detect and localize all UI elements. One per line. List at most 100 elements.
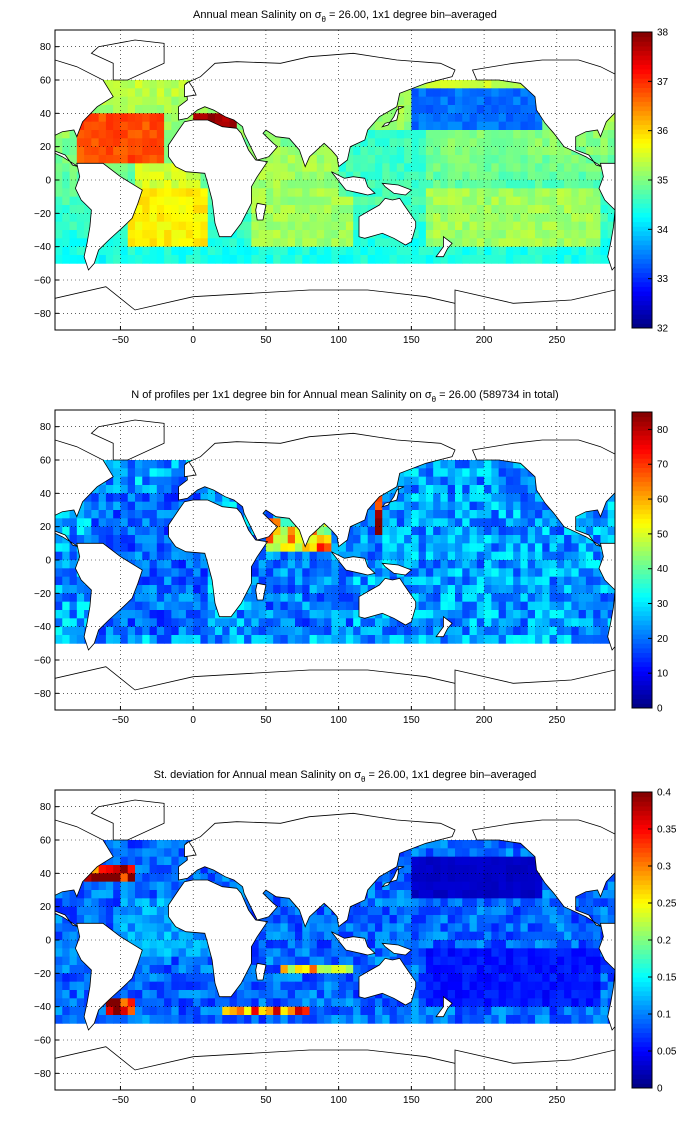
data-cell [309,163,318,173]
data-cell [164,80,172,89]
data-cell [542,618,550,628]
data-cell [309,560,318,569]
data-cell [498,956,507,966]
data-cell [309,171,318,181]
data-cell [527,130,536,139]
data-cell [55,510,63,519]
data-cell [135,856,143,866]
data-cell [62,510,70,519]
data-cell [280,230,289,239]
data-cell [215,255,223,264]
data-cell [135,163,143,173]
data-cell [302,560,310,569]
data-cell [164,163,172,173]
data-cell [440,180,449,189]
data-cell [127,163,136,173]
data-cell [484,906,492,916]
data-cell [76,213,85,223]
data-cell [425,601,434,611]
data-cell [520,501,529,511]
data-cell [411,146,420,156]
data-cell [440,501,449,511]
data-cell [425,96,434,106]
data-cell [440,188,449,198]
data-cell [135,501,143,511]
data-cell [215,635,223,644]
data-cell [309,196,318,206]
data-cell [505,956,514,966]
data-cell [455,510,463,519]
data-cell [295,560,303,569]
data-cell [258,568,267,578]
data-cell [433,948,441,958]
data-cell [607,526,615,536]
data-cell [295,543,303,553]
colorbar-segment [632,490,652,496]
data-cell [375,121,383,131]
data-cell [273,560,281,569]
data-cell [542,230,550,239]
data-cell [382,568,390,578]
data-cell [404,163,412,173]
data-cell [302,940,310,949]
data-cell [156,468,165,478]
data-cell [127,923,136,933]
data-cell [345,255,354,264]
data-cell [425,526,434,536]
data-cell [55,601,63,611]
data-cell [382,518,390,528]
data-cell [273,188,281,198]
data-cell [520,848,529,858]
data-cell [98,873,107,883]
data-cell [178,560,187,569]
data-cell [280,518,289,528]
data-cell [258,255,267,264]
data-cell [571,560,580,569]
gridlines [55,30,615,330]
data-cell [76,146,85,156]
data-cell [149,618,158,628]
colorbar-segment [632,629,652,635]
data-cell [171,560,180,569]
data-cell [207,610,216,619]
colorbar-segment [632,532,652,538]
data-cell [331,188,340,198]
data-cell [476,460,485,469]
data-cell [404,138,412,148]
data-cell [295,221,303,231]
data-cell [164,518,172,528]
data-cell [324,965,332,974]
data-cell [120,171,129,181]
colorbar-segment [632,421,652,427]
data-cell [135,906,143,916]
data-cell [367,246,376,256]
data-cell [222,501,230,511]
data-cell [447,873,456,883]
data-cell [447,88,456,98]
data-cell [484,493,492,503]
colorbar-segment [632,578,652,584]
data-cell [324,196,332,206]
data-cell [193,610,201,619]
data-cell [367,163,376,173]
data-cell [491,948,500,958]
data-cell [105,146,114,156]
data-cell [353,618,361,628]
colorbar-segment [632,244,652,250]
data-cell [396,881,405,891]
data-cell [549,255,558,264]
data-cell [455,915,463,924]
data-cell [578,593,587,603]
data-cell [549,526,558,536]
data-cell [149,96,158,106]
data-cell [98,246,107,256]
data-cell [142,973,150,983]
data-cell [178,585,187,594]
land-polygon [55,59,114,168]
colorbar-segment [632,207,652,213]
data-cell [411,88,420,98]
data-cell [433,171,441,181]
data-cell [55,196,63,206]
data-cell [316,576,325,586]
data-cell [593,255,601,264]
